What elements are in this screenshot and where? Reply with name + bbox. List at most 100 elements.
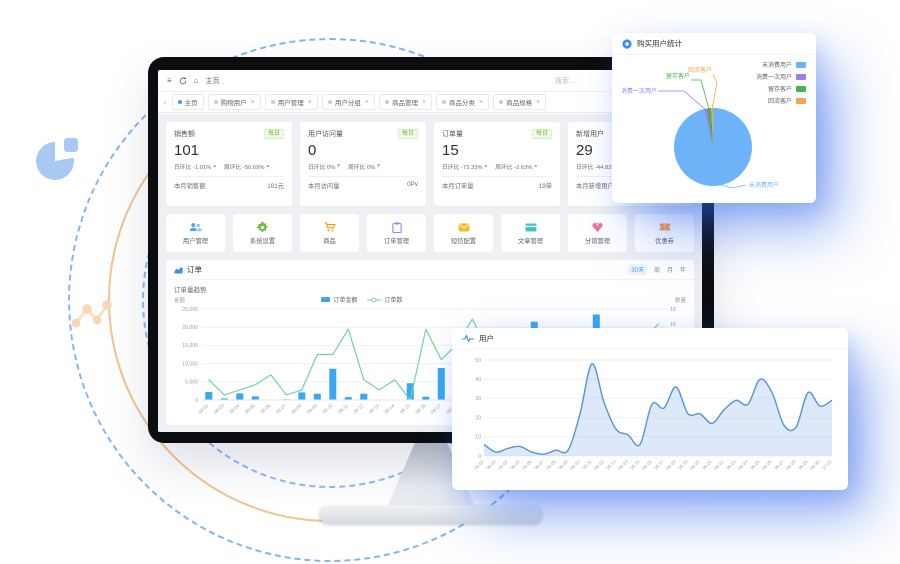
svg-text:25,000: 25,000 — [182, 307, 198, 313]
tab-item[interactable]: 商品分类 × — [436, 94, 490, 110]
quick-link-orders[interactable]: 订单管理 — [367, 214, 426, 252]
time-filter-年[interactable]: 年 — [679, 268, 686, 274]
gear-icon — [257, 221, 268, 233]
stat-value: 101 — [174, 142, 200, 159]
tab-status-dot — [499, 100, 504, 104]
caret-up-icon: ▲ — [483, 163, 489, 169]
coupon-icon — [658, 222, 671, 233]
pie-legend-swatch — [796, 97, 806, 104]
caret-down-icon: ▼ — [376, 163, 381, 169]
pie-legend-item[interactable]: 回流客户 — [768, 96, 806, 105]
time-filter-周[interactable]: 周 — [653, 268, 660, 274]
svg-text:15,000: 15,000 — [182, 343, 198, 349]
tab-item[interactable]: 商品管理 × — [378, 94, 433, 110]
svg-text:06-04: 06-04 — [497, 459, 509, 471]
menu-icon[interactable]: ≡ — [167, 75, 172, 85]
tab-status-dot — [270, 100, 275, 104]
tab-close-icon[interactable]: × — [307, 98, 312, 106]
svg-text:06-03: 06-03 — [485, 459, 497, 471]
svg-text:06-11: 06-11 — [337, 403, 349, 415]
stat-value: 29 — [576, 142, 593, 159]
svg-text:06-18: 06-18 — [665, 459, 677, 471]
caret-up-icon: ▲ — [533, 163, 539, 169]
tab-label: 商品规格 — [506, 100, 533, 107]
svg-text:06-20: 06-20 — [689, 459, 701, 471]
quick-link-distribution[interactable]: 分销管理 — [568, 214, 627, 252]
time-filter-30天[interactable]: 30天 — [628, 264, 647, 275]
pie-legend-item[interactable]: 消费一次用户 — [756, 72, 806, 81]
pie-legend-label: 未消费用户 — [761, 63, 792, 69]
purchase-users-header: 购买用户统计 — [612, 33, 816, 55]
svg-text:50: 50 — [475, 358, 481, 364]
svg-text:0: 0 — [195, 398, 198, 404]
time-filter-月[interactable]: 月 — [666, 268, 673, 274]
quick-link-settings[interactable]: 系统设置 — [233, 214, 292, 252]
svg-text:06-14: 06-14 — [617, 459, 629, 471]
tab-item[interactable]: 商品规格 × — [493, 94, 547, 110]
svg-text:06-07: 06-07 — [275, 403, 287, 415]
svg-text:06-28: 06-28 — [785, 459, 797, 471]
callout-label: 回流客户 — [688, 66, 712, 74]
svg-text:06-02: 06-02 — [473, 459, 485, 471]
quick-link-goods[interactable]: 商品 — [300, 214, 359, 252]
tab-item[interactable]: 用户分组 × — [321, 94, 375, 110]
search-input[interactable]: 搜索... — [555, 77, 575, 85]
svg-text:15: 15 — [670, 322, 676, 328]
tab-label: 商品分类 — [449, 100, 476, 107]
legend-item[interactable]: 订单数 — [367, 295, 402, 304]
stat-card: 订单量 每日 15 日环比 -73.33% ▲ 周环比 -2.63% ▲ 本月订单量 19单 — [434, 122, 560, 206]
pulse-icon — [462, 334, 474, 343]
tab-item[interactable]: 主页 — [171, 94, 204, 110]
purchase-users-pie[interactable] — [674, 108, 752, 186]
pie-legend-item[interactable]: 未消费用户 — [762, 60, 806, 69]
pie-legend-item[interactable]: 留存客户 — [768, 84, 806, 93]
tab-item[interactable]: 购物用户 × — [207, 94, 261, 110]
clipboard-icon — [391, 221, 402, 233]
pie-legend-label: 回流客户 — [767, 99, 792, 105]
pie-callouts: 消费一次用户 留存客户 回流客户 未消费用户 — [621, 66, 779, 189]
svg-text:30: 30 — [475, 396, 481, 402]
callout-label: 留存客户 — [666, 72, 690, 80]
tab-close-icon[interactable]: × — [250, 98, 255, 106]
tab-label: 商品管理 — [391, 100, 418, 107]
stat-footer-value: 0Pv — [407, 181, 418, 188]
svg-text:06-25: 06-25 — [749, 459, 761, 471]
compare-item: 周环比 0% ▼ — [347, 163, 381, 171]
users-card-title: 用户 — [479, 334, 494, 343]
tab-close-icon[interactable]: × — [536, 98, 541, 106]
quick-link-label: 短信配置 — [450, 237, 477, 245]
quick-link-users[interactable]: 用户管理 — [166, 214, 225, 252]
tab-item[interactable]: 用户管理 × — [264, 94, 318, 110]
svg-text:06-17: 06-17 — [430, 403, 442, 415]
callout-label: 消费一次用户 — [621, 87, 657, 95]
home-icon[interactable]: ⌂ — [193, 75, 199, 85]
tab-label: 用户分组 — [334, 100, 361, 107]
orders-chart-icon — [174, 265, 183, 274]
quick-link-sms[interactable]: 短信配置 — [434, 214, 493, 252]
tab-close-icon[interactable]: × — [479, 98, 484, 106]
pie-legend-swatch — [796, 85, 806, 92]
tab-close-icon[interactable]: × — [364, 98, 369, 106]
quick-link-label: 系统设置 — [249, 237, 276, 245]
quick-link-coupon[interactable]: 优惠券 — [635, 214, 694, 252]
refresh-icon[interactable] — [179, 76, 187, 85]
quick-link-articles[interactable]: 文章管理 — [501, 214, 560, 252]
callout-label: 未消费用户 — [749, 181, 779, 189]
pie-legend: 未消费用户消费一次用户留存客户回流客户 — [756, 60, 806, 105]
pie-legend-label: 消费一次用户 — [755, 75, 792, 81]
legend-item[interactable]: 订单金额 — [321, 295, 357, 304]
svg-text:06-08: 06-08 — [290, 403, 302, 415]
tab-close-icon[interactable]: × — [421, 98, 427, 106]
svg-text:06-05: 06-05 — [509, 459, 521, 471]
svg-text:06-11: 06-11 — [581, 459, 593, 471]
users-icon — [189, 222, 202, 233]
svg-text:06-10: 06-10 — [321, 403, 333, 415]
quick-link-label: 优惠券 — [655, 237, 674, 245]
tabs-scroll-left-icon[interactable]: ‹ — [164, 97, 167, 107]
svg-text:06-27: 06-27 — [773, 459, 785, 471]
stat-footer-value: 101元 — [267, 183, 284, 190]
legend-bar-swatch — [321, 297, 331, 302]
svg-text:06-10: 06-10 — [569, 459, 581, 471]
users-card-header: 用户 — [452, 328, 848, 350]
